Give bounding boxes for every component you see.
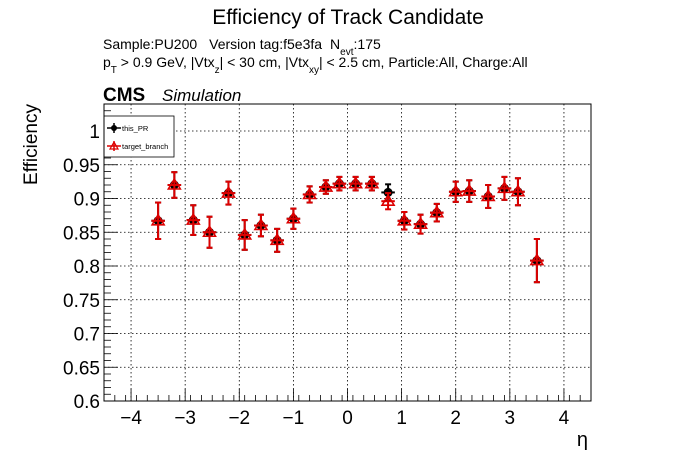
target-branch-point: [269, 232, 285, 246]
y-tick-label: 0.8: [74, 257, 100, 278]
y-tick-label: 0.9: [74, 190, 100, 211]
nevt-value: :175: [354, 36, 381, 52]
y-tick-label: 0.65: [63, 358, 100, 379]
target-branch-point: [221, 185, 236, 198]
legend-marker: [111, 125, 117, 131]
target-branch-point: [413, 216, 428, 229]
x-tick-label: 1: [396, 408, 407, 429]
x-tick-label: 2: [450, 408, 461, 429]
target-branch-point: [461, 183, 477, 196]
vtxz-cut: | < 30 cm, |Vtx: [220, 54, 309, 70]
target-branch-point: [150, 213, 166, 226]
vtxxy-sub: xy: [309, 65, 319, 76]
target-branch-point: [510, 184, 526, 197]
nevt-label: N: [330, 36, 340, 52]
target-branch-point: [480, 188, 496, 202]
y-tick-label: 0.6: [74, 392, 100, 413]
data-points: [150, 171, 545, 284]
pt-label: p: [103, 54, 111, 70]
y-tick-label: 0.95: [63, 156, 100, 177]
target-branch-point: [448, 184, 464, 197]
chart-title: Efficiency of Track Candidate: [212, 6, 484, 29]
x-axis-label: η: [577, 429, 588, 451]
target-branch-point: [497, 180, 512, 194]
nevt-sub: evt: [340, 47, 354, 58]
y-tick-label: 0.7: [74, 325, 100, 346]
y-tick-label: 0.85: [63, 223, 100, 244]
y-tick-label: 1: [89, 122, 100, 143]
x-tick-label: −1: [283, 408, 305, 429]
target-branch-point: [396, 213, 412, 226]
sample-info: Sample:PU200 Version tag:f5e3fa Nevt:175: [103, 36, 381, 58]
target-branch-point: [529, 253, 545, 266]
vtxz-sub: z: [215, 65, 220, 76]
target-branch-point: [166, 177, 182, 190]
legend: this_PR target_branch: [103, 115, 175, 158]
plot-frame: [103, 103, 592, 402]
pt-sub: T: [111, 65, 117, 76]
vtxxy-cut: | < 2.5 cm, Particle:All, Charge:All: [319, 54, 528, 70]
cms-label: CMS: [103, 85, 145, 106]
legend-box: [103, 115, 175, 158]
target-branch-point: [364, 176, 380, 189]
version-label: Version tag:f5e3fa: [209, 36, 322, 52]
target-branch-point: [380, 193, 396, 206]
x-tick-label: 3: [505, 408, 516, 429]
legend-marker: [108, 140, 120, 150]
target-branch-point: [202, 224, 217, 238]
target-branch-point: [237, 227, 253, 240]
target-branch-point: [348, 176, 364, 189]
legend-item-this-pr: this_PR: [122, 124, 149, 133]
y-tick-label: 0.75: [63, 291, 100, 312]
target-branch-point: [429, 205, 445, 218]
cms-sublabel: Simulation: [162, 86, 241, 105]
x-tick-label: −2: [228, 408, 250, 429]
x-tick-label: 0: [342, 408, 353, 429]
target-branch-point: [285, 211, 301, 224]
x-tick-label: −4: [120, 408, 142, 429]
target-branch-point: [302, 186, 318, 200]
target-branch-point: [253, 217, 269, 231]
grid: [104, 104, 591, 402]
legend-item-target-branch: target_branch: [122, 142, 168, 151]
target-branch-point: [318, 179, 334, 192]
sample-label: Sample:PU200: [103, 36, 197, 52]
target-branch-point: [331, 176, 347, 189]
target-branch-point: [185, 212, 201, 225]
y-axis-label: Efficiency: [21, 104, 42, 185]
x-tick-label: −3: [174, 408, 196, 429]
pt-cut: > 0.9 GeV, |Vtx: [117, 54, 215, 70]
x-tick-label: 4: [559, 408, 570, 429]
selection-info: pT > 0.9 GeV, |Vtxz| < 30 cm, |Vtxxy| < …: [103, 54, 528, 76]
